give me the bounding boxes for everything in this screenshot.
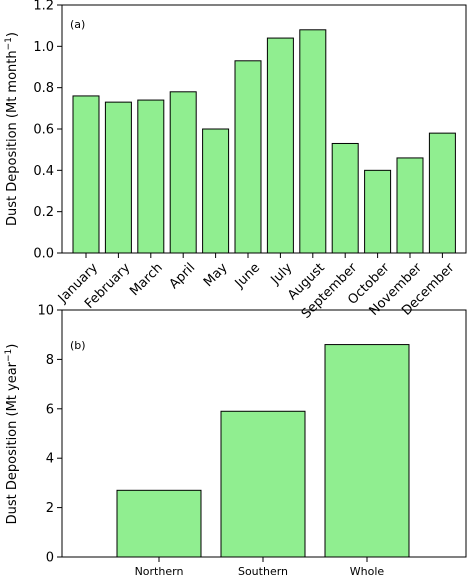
panel-b-y-axis-title-close: ) — [5, 344, 20, 349]
x-tick-label: March — [127, 260, 166, 299]
panel-a-y-axis-title-close: ) — [5, 32, 20, 37]
bar-november — [396, 157, 424, 254]
bar-september — [331, 142, 359, 254]
bar-northern-red-sea — [116, 489, 202, 558]
panel-a-y-ticks: 0.0 0.2 0.4 0.6 0.8 1.0 1.2 — [33, 0, 62, 262]
bar-april — [169, 91, 197, 254]
panel-a-monthly-deposition: 0.0 0.2 0.4 0.6 0.8 1.0 1.2 JanuaryFebruaryMar… — [4, 0, 467, 322]
y-tick-label: 8 — [46, 353, 54, 368]
y-tick-label: 0.8 — [33, 81, 54, 96]
x-tick-label-line: Whole — [350, 565, 385, 577]
y-tick-label: 1.2 — [33, 0, 54, 14]
y-tick-label: 4 — [46, 452, 54, 467]
bar-whole-red-sea — [324, 344, 410, 558]
y-tick-label: 0.6 — [33, 123, 54, 138]
panel-b-regional-deposition: 0 2 4 6 8 10 NorthernRed Sea SouthernRed Sea Wh… — [4, 304, 467, 577]
panel-a-bars — [72, 29, 456, 254]
panel-a-y-axis-title-main: Dust Deposition (Mt month — [5, 50, 20, 226]
panel-a-y-axis-title-sup: −1 — [4, 37, 14, 50]
x-tick-label-line: Northern — [135, 565, 184, 577]
bar-august — [299, 29, 327, 254]
x-tick-label: July — [268, 260, 296, 288]
bar-may — [202, 128, 230, 254]
bar-july — [266, 37, 294, 254]
y-tick-label: 6 — [46, 402, 54, 417]
panel-b-bars — [116, 344, 410, 558]
panel-b-x-ticks: NorthernRed Sea SouthernRed Sea WholeRed S… — [135, 557, 390, 577]
y-tick-label: 0.2 — [33, 205, 54, 220]
panel-b-y-ticks: 0 2 4 6 8 10 — [37, 304, 62, 566]
y-tick-label: 1.0 — [33, 40, 54, 55]
x-tick-label: May — [201, 260, 231, 290]
y-tick-label: 0 — [46, 551, 54, 566]
bar-december — [428, 132, 456, 254]
bar-february — [104, 101, 132, 254]
y-tick-label: 10 — [37, 304, 54, 319]
bar-october — [364, 169, 392, 254]
panel-b-y-axis-title: Dust Deposition (Mt year−1) — [4, 344, 20, 525]
panel-a-tag: (a) — [70, 18, 85, 31]
y-tick-label: 0.0 — [33, 247, 54, 262]
x-tick-label-line: Southern — [238, 565, 288, 577]
x-tick-label: NorthernRed Sea — [135, 565, 184, 577]
panel-b-tag: (b) — [70, 339, 86, 352]
bar-southern-red-sea — [220, 410, 306, 558]
x-tick-label: SouthernRed Sea — [238, 565, 288, 577]
panel-b-y-axis-title-sup: −1 — [4, 349, 14, 362]
bar-january — [72, 95, 100, 254]
x-tick-label: April — [167, 260, 199, 292]
y-tick-label: 0.4 — [33, 164, 54, 179]
bar-june — [234, 60, 262, 254]
x-tick-label: June — [232, 260, 263, 291]
bar-march — [137, 99, 165, 254]
y-tick-label: 2 — [46, 501, 54, 516]
x-tick-label: WholeRed Sea — [345, 565, 390, 577]
panel-a-y-axis-title: Dust Deposition (Mt month−1) — [4, 32, 20, 226]
panel-b-y-axis-title-main: Dust Deposition (Mt year — [5, 361, 20, 524]
